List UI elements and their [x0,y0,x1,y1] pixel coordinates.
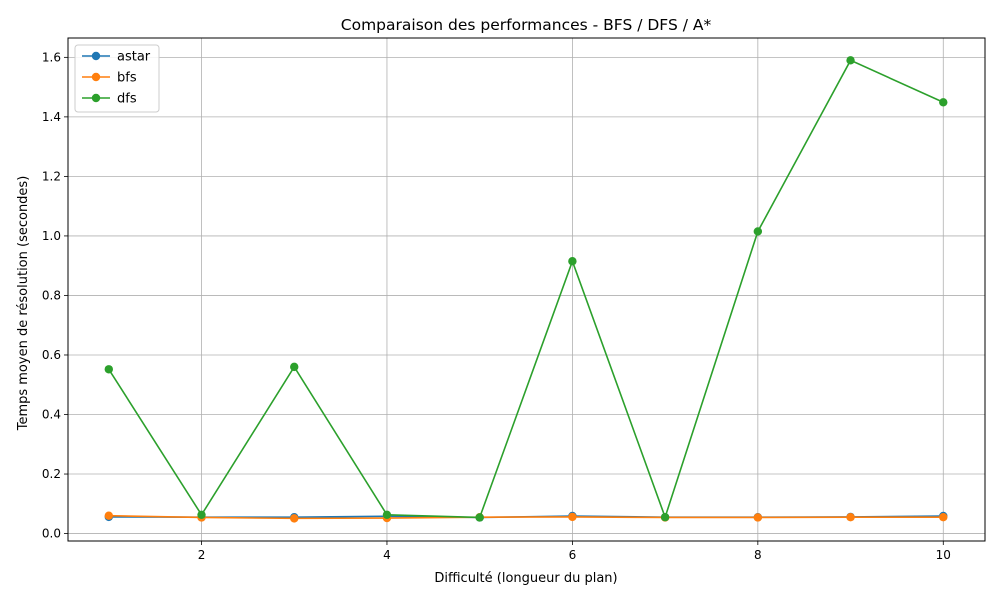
y-tick-label: 0.4 [42,408,61,422]
x-axis-label: Difficulté (longueur du plan) [434,571,617,586]
legend-marker-astar [91,51,101,61]
x-tick-label: 6 [569,548,577,562]
legend-label-dfs: dfs [117,92,137,107]
y-tick-label: 0.0 [42,527,61,541]
data-point-bfs [939,512,948,522]
data-point-dfs [382,510,392,520]
legend: astar bfs dfs [74,44,160,113]
data-point-dfs [660,512,670,522]
tick-layer: 2 4 6 8 10 0.0 0.2 0.4 0.6 0.8 1.0 1.2 1.4 1.6 [42,50,951,562]
data-point-bfs [753,513,763,522]
x-tick-label: 10 [936,548,951,562]
data-point-dfs [197,510,206,520]
y-tick-label: 1.6 [42,50,61,64]
legend-marker-dfs [91,93,101,103]
y-axis-label: Temps moyen de résolution (secondes) [16,176,31,432]
data-point-bfs [104,511,113,520]
data-point-dfs [104,365,113,374]
x-tick-label: 8 [754,548,762,562]
chart-title: Comparaison des performances - BFS / DFS… [341,16,712,34]
x-tick-label: 2 [198,548,206,562]
data-point-dfs [846,56,855,65]
data-point-dfs [290,362,299,372]
y-tick-label: 0.6 [42,348,61,362]
legend-label-bfs: bfs [117,71,137,86]
y-tick-label: 0.8 [42,288,61,302]
series-dfs [104,56,948,522]
data-point-dfs [939,98,948,107]
series-line-bfs [108,514,944,520]
x-tick-label: 4 [383,548,391,562]
data-point-dfs [475,513,484,522]
y-tick-label: 1.0 [42,229,61,243]
y-tick-label: 1.2 [42,169,61,183]
data-point-bfs [568,512,577,522]
data-point-bfs [846,512,855,522]
series-layer [104,56,948,523]
grid-layer [68,38,985,541]
plot-frame [67,37,986,542]
y-tick-label: 1.4 [42,110,61,124]
data-point-dfs [568,257,577,266]
series-line-dfs [108,59,944,520]
legend-label-astar: astar [117,50,151,65]
data-point-dfs [753,227,763,236]
legend-marker-bfs [91,72,101,82]
y-tick-label: 0.2 [42,467,61,481]
data-point-bfs [290,514,299,523]
